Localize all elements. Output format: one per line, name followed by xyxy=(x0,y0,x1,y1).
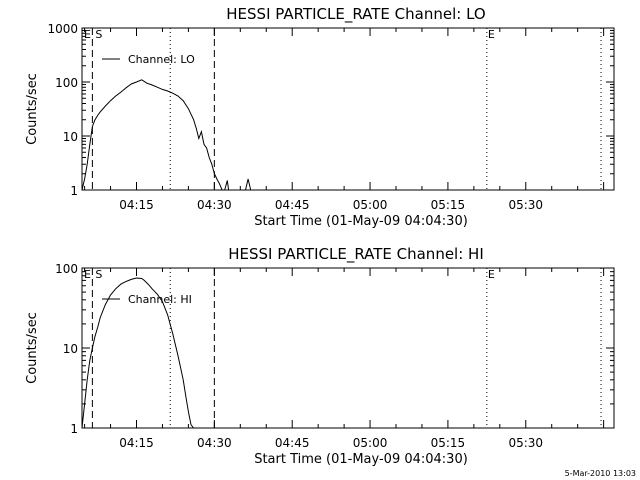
hi-marker-start-label: S xyxy=(95,268,102,281)
lo-plot-frame xyxy=(81,27,615,191)
lo-x-axis-label: Start Time (01-May-09 04:04:30) xyxy=(254,214,468,229)
lo-channel-panel: HESSI PARTICLE_RATE Channel: LO 04:15 04:3… xyxy=(25,5,615,229)
lo-series-line xyxy=(81,79,254,191)
hi-series-line xyxy=(81,277,194,429)
lo-x-tick-label: 04:15 xyxy=(119,198,154,212)
hi-x-tick-label: 04:45 xyxy=(275,436,310,450)
lo-y-tick-label: 10 xyxy=(63,130,78,144)
hi-x-tick-label: 05:00 xyxy=(353,436,388,450)
lo-y-tick-label: 1 xyxy=(70,184,78,198)
lo-marker-start-label: S xyxy=(95,28,102,41)
lo-marker-end-label: E xyxy=(488,28,495,41)
hi-x-tick-label: 04:15 xyxy=(119,436,154,450)
hi-chart-title: HESSI PARTICLE_RATE Channel: HI xyxy=(228,245,484,264)
lo-x-tick-label: 04:30 xyxy=(197,198,232,212)
hi-x-tick-label: 05:15 xyxy=(431,436,466,450)
hi-y-axis-label: Counts/sec xyxy=(25,312,40,384)
hi-channel-panel: HESSI PARTICLE_RATE Channel: HI 04:15 04:3… xyxy=(25,245,615,467)
plot-timestamp: 5-Mar-2010 13:03 xyxy=(565,469,636,478)
lo-x-tick-label: 05:15 xyxy=(431,198,466,212)
hi-plot-frame xyxy=(81,267,615,429)
lo-legend-label: Channel: LO xyxy=(128,53,195,66)
lo-y-axis-label: Counts/sec xyxy=(25,73,40,145)
hi-x-tick-label: 04:30 xyxy=(197,436,232,450)
lo-marker-left-label: E xyxy=(84,28,91,41)
hi-x-axis-label: Start Time (01-May-09 04:04:30) xyxy=(254,452,468,467)
hi-marker-left-label: E xyxy=(84,268,91,281)
hi-marker-end-label: E xyxy=(488,268,495,281)
hi-y-tick-label: 1 xyxy=(70,422,78,436)
hi-y-tick-label: 10 xyxy=(63,342,78,356)
lo-chart-title: HESSI PARTICLE_RATE Channel: LO xyxy=(226,5,485,24)
hi-y-tick-label: 100 xyxy=(55,262,78,276)
lo-x-tick-label: 05:00 xyxy=(353,198,388,212)
lo-y-tick-label: 100 xyxy=(55,76,78,90)
hi-legend-label: Channel: HI xyxy=(128,293,192,306)
lo-y-tick-label: 1000 xyxy=(47,22,78,36)
lo-x-tick-label: 05:30 xyxy=(508,198,543,212)
hi-x-tick-label: 05:30 xyxy=(508,436,543,450)
lo-x-tick-label: 04:45 xyxy=(275,198,310,212)
